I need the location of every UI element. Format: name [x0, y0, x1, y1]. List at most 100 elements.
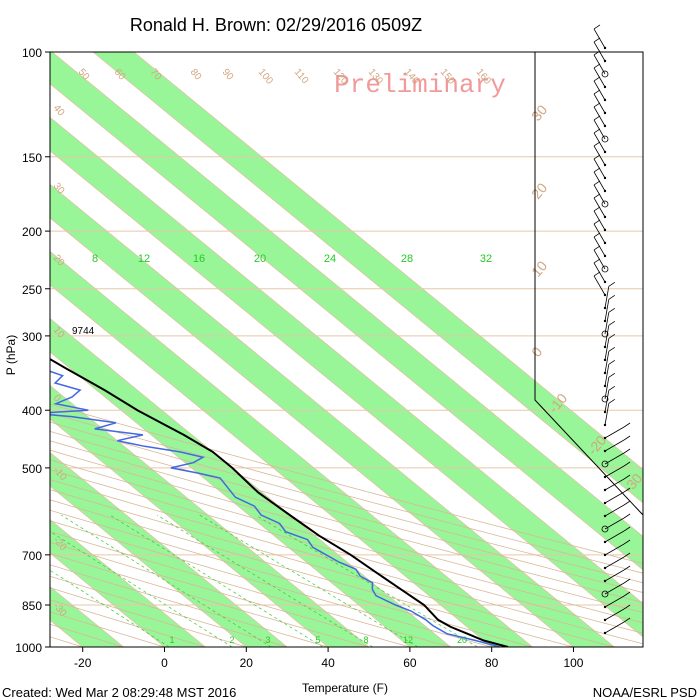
wind-barb: [604, 338, 610, 361]
dry-adiabat: [50, 430, 643, 594]
y-tick-label: 200: [22, 225, 42, 239]
isotherm-line: [50, 83, 643, 571]
mixing-ratio-line: [109, 514, 323, 647]
x-tick-label: 40: [321, 656, 335, 670]
wind-dot: [603, 241, 607, 245]
wind-dot: [603, 293, 607, 297]
wind-dot: [603, 215, 607, 219]
dry-adiabat: [50, 509, 533, 647]
isotherm-line: [50, 217, 574, 647]
isotherm-label: 0: [528, 344, 545, 360]
mixing-ratio-labels: 8 12 16 20 24 28 321 2 3 5 8 12 20: [92, 253, 492, 645]
wind-barb: [604, 364, 610, 387]
credit-label: NOAA/ESRL PSD: [593, 685, 697, 700]
mixing-ratio-lines: [50, 514, 478, 647]
wind-dot: [603, 228, 607, 232]
wind-barbs: [593, 24, 631, 635]
wind-dot: [603, 358, 607, 362]
wind-barb: [593, 275, 606, 296]
wind-barb: [604, 621, 625, 634]
wind-barb-flag: [593, 24, 601, 30]
wind-barb-flag: [593, 154, 601, 160]
isotherm-label: 90: [220, 67, 236, 83]
wind-barb-flag: [608, 386, 616, 391]
calm-circle: [601, 265, 609, 273]
x-tick-label: 60: [403, 656, 417, 670]
calm-circle: [601, 460, 609, 468]
dry-adiabat: [0, 52, 1, 647]
y-tick-label: 400: [22, 404, 42, 418]
y-tick-label: 100: [22, 46, 42, 60]
wind-barb-flag: [623, 617, 631, 623]
isotherm-line: [51, 52, 643, 537]
mixing-ratio-label: 24: [324, 253, 336, 265]
wind-dot: [603, 514, 607, 518]
plot-frame: [49, 51, 644, 648]
wind-barb-flag: [593, 89, 601, 95]
isotherm-line: [0, 52, 1, 647]
wind-barb-flag: [608, 334, 616, 339]
x-axis-ticks: -20 0 20 40 60 80 100: [74, 647, 584, 670]
wind-barb: [604, 403, 610, 426]
isotherm-label: 0: [51, 393, 63, 405]
wind-barb-flag: [623, 526, 631, 532]
wind-dot: [603, 579, 607, 583]
dry-adiabat: [50, 440, 643, 603]
wind-barb: [604, 325, 610, 348]
wind-barb: [604, 390, 610, 413]
temperature-line: [50, 357, 509, 647]
mixing-ratio-line: [156, 514, 373, 647]
dry-adiabat: [50, 469, 643, 634]
wind-barb-flag: [623, 474, 631, 480]
y-tick-label: 700: [22, 549, 42, 563]
wind-dot: [603, 553, 607, 557]
wind-dot: [603, 371, 607, 375]
wind-barb: [604, 530, 625, 543]
wind-dot: [603, 176, 607, 180]
wind-barb-flag: [608, 295, 616, 300]
mixing-ratio-label: 12: [138, 253, 150, 265]
isotherm-line: [50, 284, 492, 647]
wind-barb-flag: [593, 271, 601, 277]
dry-adiabat: [50, 599, 206, 647]
wind-barb: [604, 312, 610, 335]
wind-dot: [603, 306, 607, 310]
wind-barb-flag: [593, 167, 601, 173]
dry-adiabat: [50, 499, 574, 647]
x-tick-label: -20: [74, 656, 92, 670]
temperature-stripe: [50, 117, 643, 637]
isobar-lines: [50, 52, 643, 647]
dry-adiabat: [50, 459, 643, 624]
x-tick-label: 80: [485, 656, 499, 670]
wind-barb-flag: [593, 206, 601, 212]
mixing-ratio-label: 3: [265, 635, 270, 645]
wind-barb: [604, 465, 625, 478]
mixing-ratio-label: 1: [169, 635, 174, 645]
wind-barb: [604, 556, 625, 569]
wind-dot: [603, 189, 607, 193]
dry-adiabat: [50, 449, 643, 614]
wind-dot: [603, 150, 607, 154]
wind-barb-flag: [593, 76, 601, 82]
wind-barb-flag: [623, 513, 631, 519]
wind-dot: [603, 566, 607, 570]
isotherm-line: [50, 183, 615, 647]
x-tick-label: 100: [563, 656, 583, 670]
dewpoint-line: [50, 370, 501, 647]
mixing-ratio-label: 32: [480, 253, 492, 265]
isotherm-line: [50, 317, 452, 647]
temperature-stripe: [50, 52, 643, 570]
wind-barb-flag: [608, 282, 616, 287]
wind-barb-flag: [623, 578, 631, 584]
y-axis-ticks: 100 150 200 250 300 400 500 700 850 1000: [15, 46, 50, 655]
wind-barb: [604, 608, 625, 621]
mixing-ratio-line: [255, 514, 478, 647]
dry-adiabat: [50, 587, 247, 647]
wind-barb-flag: [608, 347, 616, 352]
wind-barb: [604, 286, 610, 309]
dry-adiabat: [50, 421, 643, 584]
wind-dot: [603, 631, 607, 635]
isotherm-line: [50, 116, 643, 604]
wind-barb: [604, 504, 625, 517]
wind-barb-flag: [608, 399, 616, 404]
